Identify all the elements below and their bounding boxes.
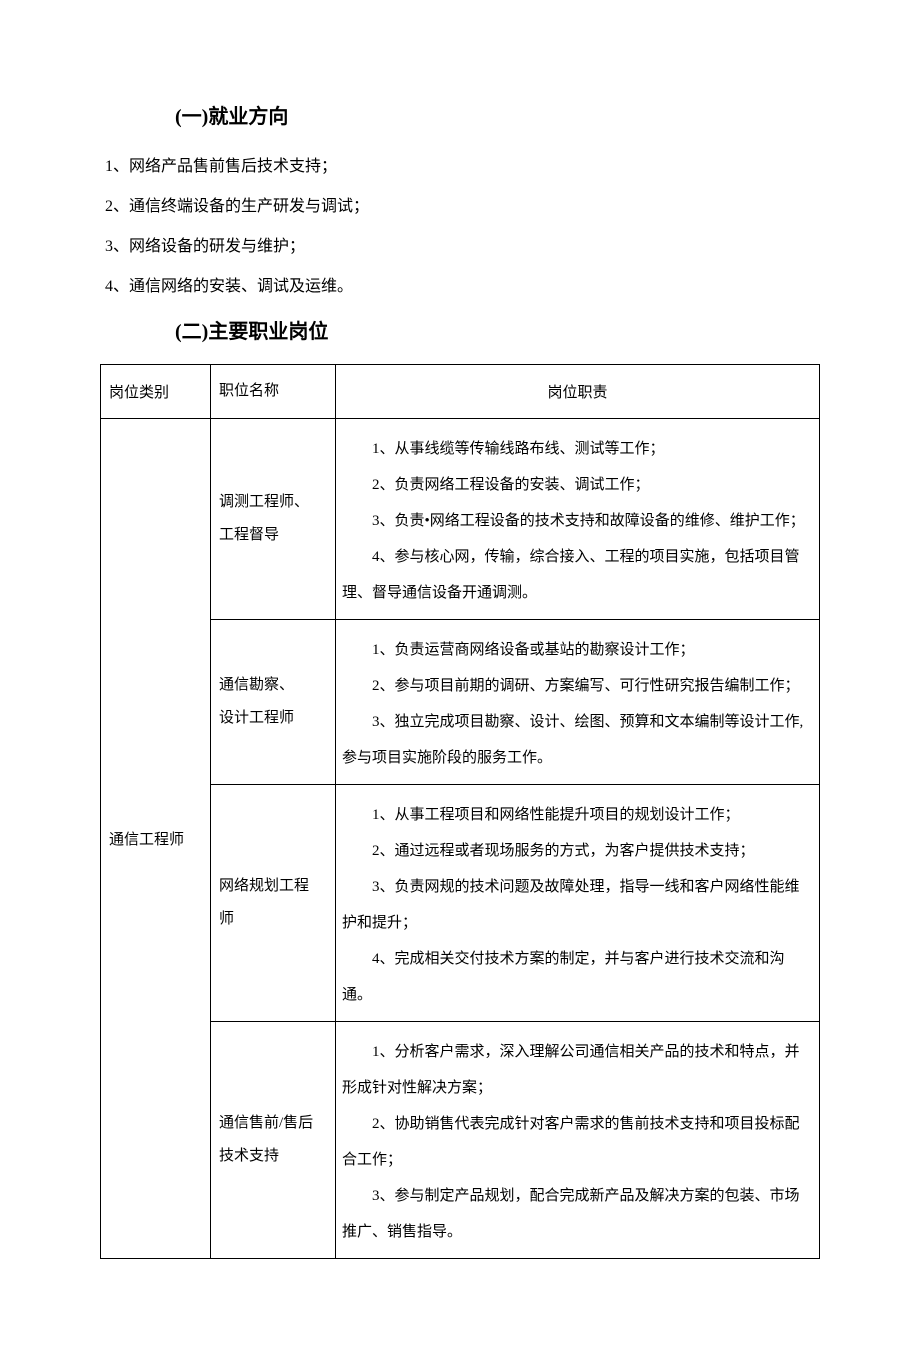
duty-line: 2、参与项目前期的调研、方案编写、可行性研究报告编制工作； [342,668,813,704]
employment-direction-item: 3、网络设备的研发与维护； [100,227,820,267]
position-cell: 通信勘察、 设计工程师 [211,620,336,785]
position-line: 通信勘察、 [219,669,329,702]
duty-cell: 1、从事工程项目和网络性能提升项目的规划设计工作； 2、通过远程或者现场服务的方… [336,785,820,1022]
duty-line: 1、分析客户需求，深入理解公司通信相关产品的技术和特点，并 [342,1034,813,1070]
duty-line: 2、负责网络工程设备的安装、调试工作； [342,467,813,503]
table-header-row: 岗位类别 职位名称 岗位职责 [101,365,820,419]
duty-line: 3、参与制定产品规划，配合完成新产品及解决方案的包装、市场 [342,1178,813,1214]
duty-line: 4、参与核心网，传输，综合接入、工程的项目实施，包括项目管 [342,539,813,575]
position-cell: 通信售前/售后 技术支持 [211,1022,336,1259]
duty-line: 合工作； [342,1142,813,1178]
position-cell: 网络规划工程 师 [211,785,336,1022]
duty-line: 3、负责•网络工程设备的技术支持和故障设备的维修、维护工作； [342,503,813,539]
section-2-heading: (二)主要职业岗位 [100,315,820,344]
duty-line: 护和提升； [342,905,813,941]
duty-line: 理、督导通信设备开通调测。 [342,575,813,611]
duty-line: 3、负责网规的技术问题及故障处理，指导一线和客户网络性能维 [342,869,813,905]
position-line: 技术支持 [219,1140,329,1173]
category-cell: 通信工程师 [101,419,211,1259]
duty-line: 1、从事工程项目和网络性能提升项目的规划设计工作； [342,797,813,833]
duty-line: 参与项目实施阶段的服务工作。 [342,740,813,776]
position-line: 通信售前/售后 [219,1107,329,1140]
duty-line: 3、独立完成项目勘察、设计、绘图、预算和文本编制等设计工作, [342,704,813,740]
duty-cell: 1、负责运营商网络设备或基站的勘察设计工作； 2、参与项目前期的调研、方案编写、… [336,620,820,785]
duty-line: 2、协助销售代表完成针对客户需求的售前技术支持和项目投标配 [342,1106,813,1142]
header-duty: 岗位职责 [336,365,820,419]
table-row: 通信工程师 调测工程师、 工程督导 1、从事线缆等传输线路布线、测试等工作； 2… [101,419,820,620]
position-line: 网络规划工程 [219,870,329,903]
duty-cell: 1、从事线缆等传输线路布线、测试等工作； 2、负责网络工程设备的安装、调试工作；… [336,419,820,620]
duty-line: 1、从事线缆等传输线路布线、测试等工作； [342,431,813,467]
section-1-heading: (一)就业方向 [100,100,820,129]
duty-line: 2、通过远程或者现场服务的方式，为客户提供技术支持； [342,833,813,869]
duty-line: 4、完成相关交付技术方案的制定，并与客户进行技术交流和沟通。 [342,941,813,1013]
duty-line: 推广、销售指导。 [342,1214,813,1250]
employment-direction-item: 4、通信网络的安装、调试及运维。 [100,267,820,307]
duty-cell: 1、分析客户需求，深入理解公司通信相关产品的技术和特点，并 形成针对性解决方案；… [336,1022,820,1259]
employment-direction-item: 1、网络产品售前售后技术支持； [100,147,820,187]
position-line: 工程督导 [219,519,329,552]
job-positions-table: 岗位类别 职位名称 岗位职责 通信工程师 调测工程师、 工程督导 1、从事线缆等… [100,364,820,1259]
position-line: 师 [219,903,329,936]
header-position: 职位名称 [211,365,336,419]
duty-line: 形成针对性解决方案； [342,1070,813,1106]
duty-line: 1、负责运营商网络设备或基站的勘察设计工作； [342,632,813,668]
position-line: 设计工程师 [219,702,329,735]
position-cell: 调测工程师、 工程督导 [211,419,336,620]
position-line: 调测工程师、 [219,486,329,519]
employment-direction-item: 2、通信终端设备的生产研发与调试； [100,187,820,227]
header-category: 岗位类别 [101,365,211,419]
